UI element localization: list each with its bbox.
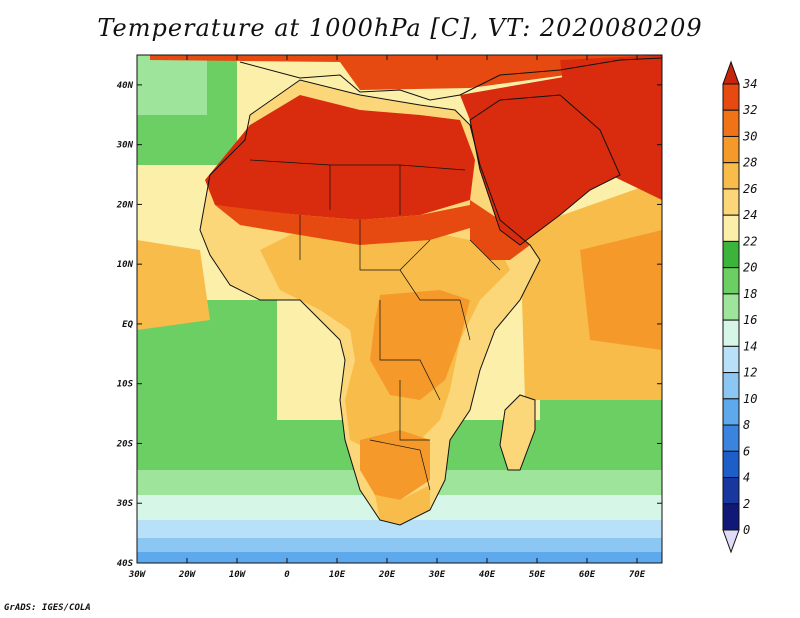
colorbar-top-arrow [722, 60, 740, 85]
colorbar-label: 10 [743, 392, 757, 406]
colorbar-box [722, 162, 740, 190]
lat-tick-label: 10N [117, 260, 134, 270]
lon-tick-label: 60E [579, 570, 596, 580]
colorbar-label: 22 [743, 234, 757, 248]
coastlines [199, 57, 662, 526]
longitude-axis: 30W 20W 10W 0 10E 20E 30E 40E 50E 60E 70E [128, 55, 646, 580]
colorbar-label: 20 [743, 261, 757, 275]
temperature-field [137, 55, 662, 563]
colorbar-box [722, 135, 740, 164]
field-arabian-sea-warm [580, 230, 662, 350]
coastline-africa [199, 79, 541, 526]
coastline-europe [239, 57, 662, 101]
colorbar-box [722, 214, 740, 242]
field-south-africa-coast [375, 485, 430, 525]
coastline-arabia [469, 94, 621, 246]
colorbar-label: 2 [743, 497, 750, 511]
lat-tick-label: EQ [122, 320, 133, 330]
colorbar-label: 8 [743, 418, 750, 432]
map-title: Temperature at 1000hPa [C], VT: 20200802… [97, 14, 703, 42]
colorbar-box [722, 293, 740, 321]
lon-tick-label: 20E [378, 570, 396, 580]
map-frame [136, 54, 663, 564]
field-sahara-hot [205, 95, 475, 220]
field-sahel-hot [215, 205, 480, 245]
lon-tick-label: 0 [284, 570, 290, 580]
lat-tick-label: 30S [116, 499, 134, 509]
colorbar-box [722, 345, 740, 374]
colorbar-label: 26 [743, 182, 757, 196]
field-madagascar [500, 395, 535, 470]
latitude-axis: 40N 30N 20N 10N EQ 10S 20S 30S 40S [116, 81, 662, 569]
colorbar-label: 34 [742, 77, 757, 91]
lon-tick-label: 10W [229, 570, 247, 580]
lon-tick-label: 50E [529, 570, 546, 580]
colorbar-label: 6 [743, 444, 750, 458]
colorbar-box [722, 372, 740, 400]
colorbar-label: 32 [742, 103, 757, 117]
colorbar-box [722, 477, 740, 505]
border-lines [249, 159, 501, 491]
colorbar-box [722, 109, 740, 137]
field-mediterranean-hot [150, 55, 662, 90]
lat-tick-label: 30N [116, 141, 134, 151]
colorbar-label: 0 [743, 523, 750, 537]
colorbar-label: 24 [743, 208, 757, 222]
colorbar-label: 18 [743, 287, 757, 301]
colorbar-box [722, 450, 740, 479]
lat-tick-label: 20S [116, 439, 134, 449]
lat-tick-label: 40N [117, 81, 134, 91]
lon-tick-label: 30W [128, 570, 147, 580]
colorbar-label: 4 [743, 471, 750, 485]
footer-credit: GrADS: IGES/COLA [4, 603, 91, 613]
colorbar-bottom-arrow [722, 529, 740, 554]
colorbar-label: 14 [743, 339, 757, 353]
field-south-deepblue-band [137, 552, 662, 563]
lon-tick-label: 20W [178, 570, 197, 580]
lon-tick-label: 40E [479, 570, 496, 580]
colorbar-box [722, 188, 740, 216]
colorbar-label: 30 [742, 129, 757, 143]
field-iran-hot [560, 55, 662, 200]
colorbar-box [722, 240, 740, 269]
field-north-atlantic-light [137, 55, 207, 115]
field-gulf-guinea-warm [137, 240, 210, 330]
colorbar-box [722, 319, 740, 347]
colorbar-box [722, 398, 740, 426]
colorbar-box [722, 83, 740, 111]
field-central-africa-warm [370, 290, 470, 400]
coastline-madagascar [499, 394, 536, 471]
colorbar-label: 12 [743, 366, 757, 380]
colorbar-label: 28 [743, 156, 757, 170]
lon-tick-label: 10E [329, 570, 346, 580]
colorbar-box [722, 424, 740, 452]
colorbar-box [722, 267, 740, 295]
colorbar-box [722, 503, 740, 531]
lat-tick-label: 10S [117, 380, 134, 390]
lat-tick-label: 40S [117, 559, 134, 569]
lat-tick-label: 20N [116, 200, 134, 210]
lon-tick-label: 70E [629, 570, 646, 580]
field-kalahari-warm [360, 430, 430, 500]
field-south-paleblue-band [137, 520, 662, 542]
colorbar-label: 16 [743, 313, 757, 327]
lon-tick-label: 30E [428, 570, 446, 580]
